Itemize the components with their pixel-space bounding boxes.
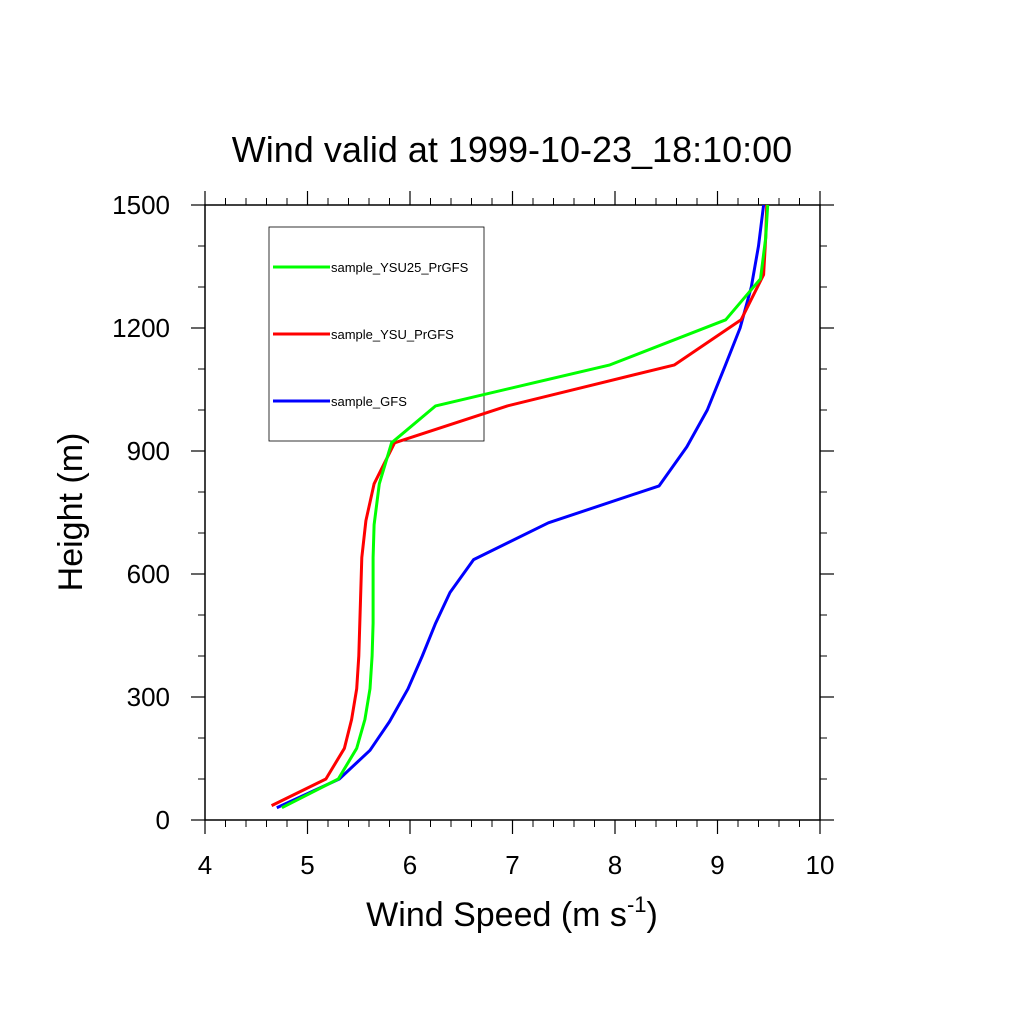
- x-axis-label-main: Wind Speed (m s: [366, 896, 627, 934]
- y-tick-label: 1500: [112, 190, 170, 220]
- legend-label: sample_YSU_PrGFS: [331, 327, 454, 342]
- axis-ticks: [191, 191, 834, 834]
- chart-title: Wind valid at 1999-10-23_18:10:00: [232, 129, 792, 170]
- x-tick-label: 7: [505, 850, 519, 880]
- x-tick-label: 5: [300, 850, 314, 880]
- x-tick-labels: 4 5 6 7 8 9 10: [198, 850, 835, 880]
- y-tick-labels: 0 300 600 900 1200 1500: [112, 190, 170, 835]
- x-tick-label: 6: [403, 850, 417, 880]
- y-axis-label: Height (m): [52, 433, 90, 592]
- legend-label: sample_GFS: [331, 394, 407, 409]
- y-tick-label: 0: [156, 805, 170, 835]
- x-axis-label-suffix: ): [647, 896, 658, 934]
- x-tick-label: 8: [608, 850, 622, 880]
- x-tick-label: 9: [710, 850, 724, 880]
- series-line-sample_YSU_PrGFS: [270, 204, 769, 807]
- y-tick-label: 1200: [112, 313, 170, 343]
- series-line-sample_GFS: [276, 204, 766, 810]
- x-axis-label-superscript: -1: [627, 892, 647, 917]
- x-tick-label: 4: [198, 850, 212, 880]
- legend-box: sample_YSU25_PrGFS sample_YSU_PrGFSsample…: [268, 226, 485, 442]
- x-axis-label: Wind Speed (m s-1): [366, 892, 658, 934]
- series-line-sample_YSU25_PrGFS: [281, 204, 770, 810]
- x-tick-label: 10: [806, 850, 835, 880]
- y-tick-label: 900: [127, 436, 170, 466]
- y-tick-label: 300: [127, 682, 170, 712]
- y-tick-label: 600: [127, 559, 170, 589]
- series-lines: [270, 204, 770, 810]
- legend-label: sample_YSU25_PrGFS: [331, 260, 469, 275]
